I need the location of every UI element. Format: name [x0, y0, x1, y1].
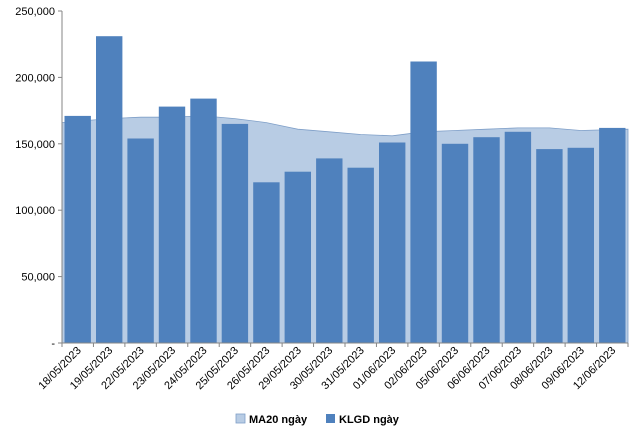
- volume-bar: [64, 115, 91, 344]
- volume-bar: [536, 149, 563, 343]
- volume-bar: [221, 123, 249, 344]
- volume-bar: [379, 142, 406, 343]
- volume-bar: [347, 167, 374, 343]
- volume-bar: [599, 127, 626, 344]
- y-tick-label: 50,000: [21, 272, 55, 284]
- volume-bar: [253, 182, 280, 343]
- volume-bar: [96, 36, 123, 343]
- legend-label-ma20: MA20 ngày: [249, 414, 308, 426]
- volume-bar-layer: [64, 36, 626, 344]
- y-tick-label: 100,000: [15, 205, 55, 217]
- legend-label-klgd: KLGD ngày: [339, 414, 400, 426]
- y-tick-label: 150,000: [15, 139, 55, 151]
- volume-bar: [504, 131, 532, 343]
- volume-bar: [316, 158, 343, 343]
- volume-bar: [127, 138, 154, 343]
- volume-bar: [190, 98, 217, 343]
- legend: MA20 ngày KLGD ngày: [235, 413, 400, 426]
- legend-swatch-ma20: [235, 413, 246, 424]
- volume-bar: [441, 143, 469, 343]
- volume-bar: [567, 147, 594, 343]
- volume-bar: [158, 106, 186, 343]
- volume-bar: [410, 61, 437, 343]
- volume-bar: [284, 171, 311, 343]
- y-tick-label: 200,000: [15, 72, 55, 84]
- legend-swatch-klgd: [326, 414, 335, 423]
- y-tick-label: -: [51, 338, 55, 350]
- y-tick-label: 250,000: [15, 6, 55, 18]
- volume-bar: [473, 137, 500, 343]
